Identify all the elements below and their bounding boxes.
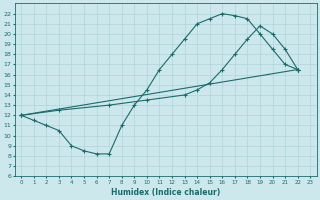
X-axis label: Humidex (Indice chaleur): Humidex (Indice chaleur) xyxy=(111,188,220,197)
